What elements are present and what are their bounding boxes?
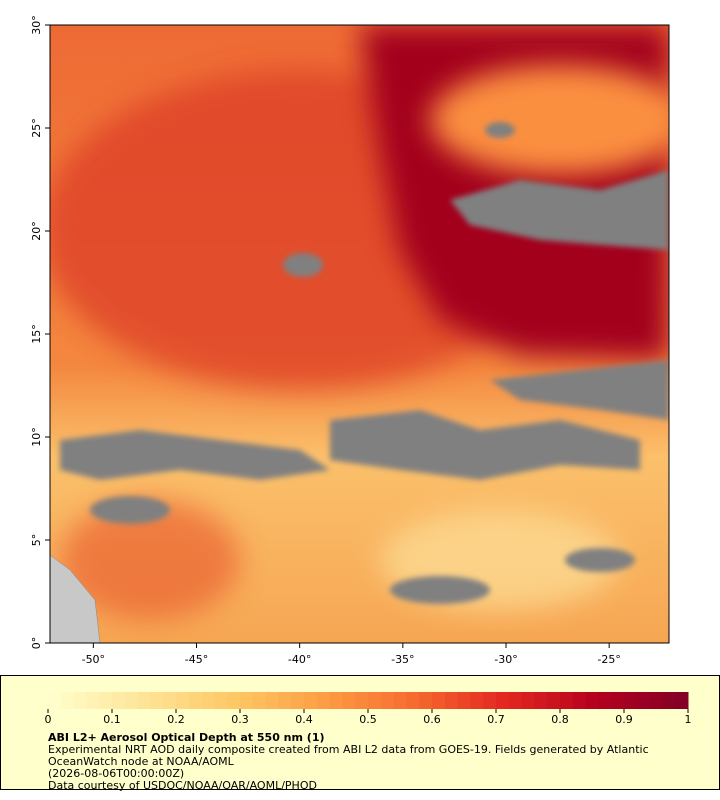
- colorbar-swatch: [214, 692, 228, 709]
- colorbar-tick-label: 0.5: [359, 713, 377, 726]
- x-tick-label: -30°: [494, 653, 517, 666]
- colorbar-swatch: [99, 692, 113, 709]
- colorbar-swatch: [534, 692, 548, 709]
- colorbar-swatch: [649, 692, 663, 709]
- x-tick-label: -40°: [288, 653, 311, 666]
- colorbar-tick-label: 0: [45, 713, 52, 726]
- colorbar-swatch: [201, 692, 215, 709]
- colorbar-swatch: [368, 692, 382, 709]
- colorbar-swatch: [304, 692, 318, 709]
- colorbar-swatch: [329, 692, 343, 709]
- colorbar-swatch: [585, 692, 599, 709]
- colorbar-swatch: [112, 692, 126, 709]
- y-tick-label: 5°: [30, 534, 43, 547]
- caption-line: (2026-08-06T00:00:00Z): [48, 767, 184, 780]
- colorbar-swatch: [265, 692, 279, 709]
- x-tick-label: -45°: [185, 653, 208, 666]
- x-tick-label: -25°: [597, 653, 620, 666]
- colorbar-tick-label: 1: [685, 713, 692, 726]
- colorbar-swatch: [547, 692, 561, 709]
- y-tick-label: 20°: [30, 221, 43, 241]
- colorbar-swatch: [176, 692, 190, 709]
- caption-line: OceanWatch node at NOAA/AOML: [48, 755, 235, 768]
- colorbar-tick-label: 0.9: [615, 713, 633, 726]
- caption-line: Data courtesy of USDOC/NOAA/OAR/AOML/PHO…: [48, 779, 317, 792]
- y-tick-label: 30°: [30, 15, 43, 35]
- colorbar-swatch: [342, 692, 356, 709]
- colorbar-swatch: [572, 692, 587, 709]
- y-tick-label: 10°: [30, 427, 43, 447]
- y-tick-label: 25°: [30, 118, 43, 138]
- colorbar-swatch: [508, 692, 523, 709]
- colorbar-swatch: [60, 692, 75, 709]
- colorbar-swatch: [419, 692, 433, 709]
- colorbar-swatch: [163, 692, 177, 709]
- colorbar-swatch: [380, 692, 395, 709]
- colorbar-swatch: [150, 692, 164, 709]
- colorbar-swatch: [470, 692, 484, 709]
- caption-line: Experimental NRT AOD daily composite cre…: [48, 743, 649, 756]
- colorbar-swatch: [291, 692, 305, 709]
- colorbar-swatch: [278, 692, 292, 709]
- colorbar-swatch: [252, 692, 267, 709]
- colorbar-tick-label: 0.6: [423, 713, 441, 726]
- colorbar-swatch: [675, 692, 689, 709]
- colorbar-swatch: [73, 692, 87, 709]
- y-tick-label: 15°: [30, 324, 43, 344]
- colorbar-tick-label: 0.3: [231, 713, 249, 726]
- colorbar-swatch: [86, 692, 100, 709]
- colorbar-swatch: [496, 692, 510, 709]
- colorbar-tick-label: 0.7: [487, 713, 505, 726]
- x-tick-label: -50°: [82, 653, 105, 666]
- colorbar-swatch: [457, 692, 471, 709]
- colorbar-tick-label: 0.8: [551, 713, 569, 726]
- colorbar-swatch: [316, 692, 331, 709]
- colorbar-swatch: [624, 692, 638, 709]
- colorbar-swatch: [355, 692, 369, 709]
- colorbar-tick-label: 0.1: [103, 713, 121, 726]
- colorbar-swatch: [48, 692, 62, 709]
- colorbar-tick-label: 0.4: [295, 713, 313, 726]
- colorbar-swatch: [662, 692, 676, 709]
- colorbar-tick-label: 0.2: [167, 713, 185, 726]
- colorbar-swatch: [611, 692, 625, 709]
- colorbar-swatch: [432, 692, 446, 709]
- colorbar-swatch: [240, 692, 254, 709]
- colorbar-swatch: [393, 692, 407, 709]
- colorbar-swatch: [137, 692, 151, 709]
- colorbar-swatch: [124, 692, 139, 709]
- colorbar-swatch: [560, 692, 574, 709]
- colorbar-swatch: [227, 692, 241, 709]
- colorbar-swatch: [406, 692, 420, 709]
- caption-title: ABI L2+ Aerosol Optical Depth at 550 nm …: [48, 731, 325, 744]
- colorbar-swatch: [521, 692, 535, 709]
- colorbar-swatch: [598, 692, 612, 709]
- x-tick-label: -35°: [391, 653, 414, 666]
- colorbar-swatch: [188, 692, 203, 709]
- y-tick-label: 0°: [30, 637, 43, 650]
- aod-map: [50, 25, 669, 643]
- colorbar-swatch: [444, 692, 459, 709]
- colorbar-swatch: [636, 692, 651, 709]
- colorbar-swatch: [483, 692, 497, 709]
